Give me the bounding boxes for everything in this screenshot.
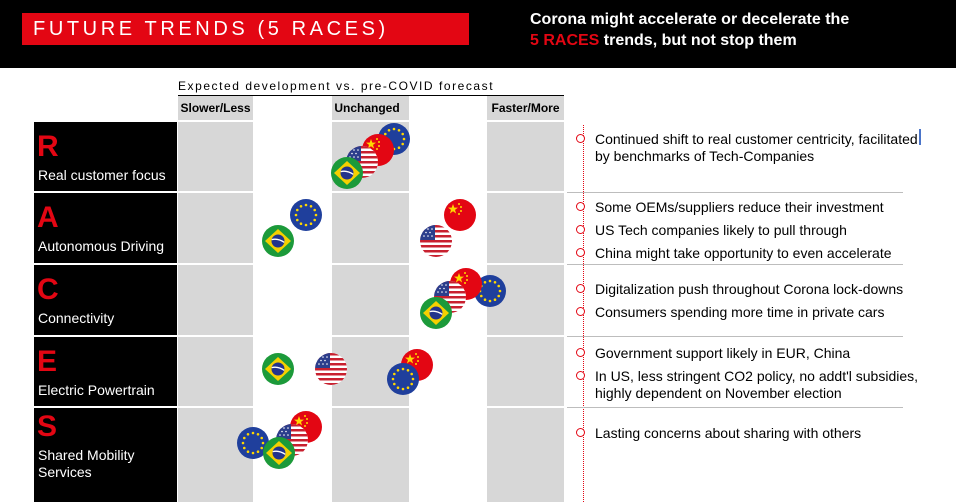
bullet-separator — [567, 192, 903, 193]
brazil-flag-icon — [262, 353, 294, 385]
bullet-text: Consumers spending more time in private … — [595, 304, 885, 320]
bullet-marker-icon — [576, 307, 585, 316]
bullet-marker-icon — [576, 248, 585, 257]
tagline-rest: trends, but not stop them — [599, 32, 797, 49]
row-separator — [178, 263, 564, 265]
bullet-text: Lasting concerns about sharing with othe… — [595, 425, 862, 441]
row-separator — [178, 191, 564, 193]
bullet-marker-icon — [576, 371, 585, 380]
row-label-s: S Shared Mobility Services — [34, 408, 177, 502]
page-title: FUTURE TRENDS (5 RACES) — [33, 18, 389, 40]
bullet-text: In US, less stringent CO2 policy, no add… — [595, 368, 919, 384]
bullet-marker-icon — [576, 284, 585, 293]
bullet-marker-icon — [576, 428, 585, 437]
bullet-separator — [567, 336, 903, 337]
eu-flag-icon — [290, 199, 322, 231]
text-cursor — [919, 129, 921, 145]
row-label-e: E Electric Powertrain — [34, 337, 177, 406]
row-letter: C — [37, 273, 59, 306]
bullet-marker-icon — [576, 202, 585, 211]
bullet-text: by benchmarks of Tech-Companies — [595, 148, 815, 164]
row-name: Services — [38, 464, 92, 480]
bullet-text: China might take opportunity to even acc… — [595, 245, 892, 261]
tagline-highlight: 5 RACES — [530, 32, 600, 49]
bullet-text: Government support likely in EUR, China — [595, 345, 851, 361]
title-box: FUTURE TRENDS (5 RACES) — [22, 13, 469, 45]
row-letter: E — [37, 345, 58, 378]
us-flag-icon — [420, 225, 452, 257]
us-flag-icon — [315, 353, 347, 385]
row-label-a: A Autonomous Driving — [34, 193, 177, 263]
row-name: Real customer focus — [38, 167, 166, 183]
column-header-unchanged: Unchanged — [334, 101, 400, 115]
row-name: Electric Powertrain — [38, 382, 155, 398]
row-separator — [178, 120, 564, 122]
row-label-r: R Real customer focus — [34, 122, 177, 191]
tagline-line-2: 5 RACES trends, but not stop them — [530, 30, 849, 51]
bullet-text: highly dependent on November election — [595, 385, 842, 401]
brazil-flag-icon — [331, 157, 363, 189]
bullet-separator — [567, 407, 903, 408]
bullet-text: US Tech companies likely to pull through — [595, 222, 847, 238]
tagline: Corona might accelerate or decelerate th… — [530, 9, 849, 51]
row-name: Connectivity — [38, 310, 115, 326]
column-header-slower: Slower/Less — [180, 101, 251, 115]
bullet-marker-icon — [576, 348, 585, 357]
bullet-text: Continued shift to real customer centric… — [595, 131, 918, 147]
brazil-flag-icon — [262, 225, 294, 257]
row-name: Shared Mobility — [38, 447, 135, 463]
tagline-line-1: Corona might accelerate or decelerate th… — [530, 11, 850, 28]
brazil-flag-icon — [263, 437, 295, 469]
bullet-marker-icon — [576, 134, 585, 143]
row-letter: S — [37, 410, 58, 443]
bullet-text: Some OEMs/suppliers reduce their investm… — [595, 199, 884, 215]
axis-caption: Expected development vs. pre-COVID forec… — [178, 79, 495, 93]
row-separator — [178, 335, 564, 337]
axis-line — [178, 95, 564, 96]
row-name: Autonomous Driving — [38, 238, 165, 254]
row-letter: R — [37, 130, 59, 163]
eu-flag-icon — [387, 363, 419, 395]
bullet-separator — [567, 264, 903, 265]
bullet-text: Digitalization push throughout Corona lo… — [595, 281, 904, 297]
row-separator — [178, 406, 564, 408]
row-letter: A — [37, 201, 59, 234]
column-header-faster: Faster/More — [491, 101, 560, 115]
row-label-c: C Connectivity — [34, 265, 177, 335]
brazil-flag-icon — [420, 297, 452, 329]
bullet-marker-icon — [576, 225, 585, 234]
